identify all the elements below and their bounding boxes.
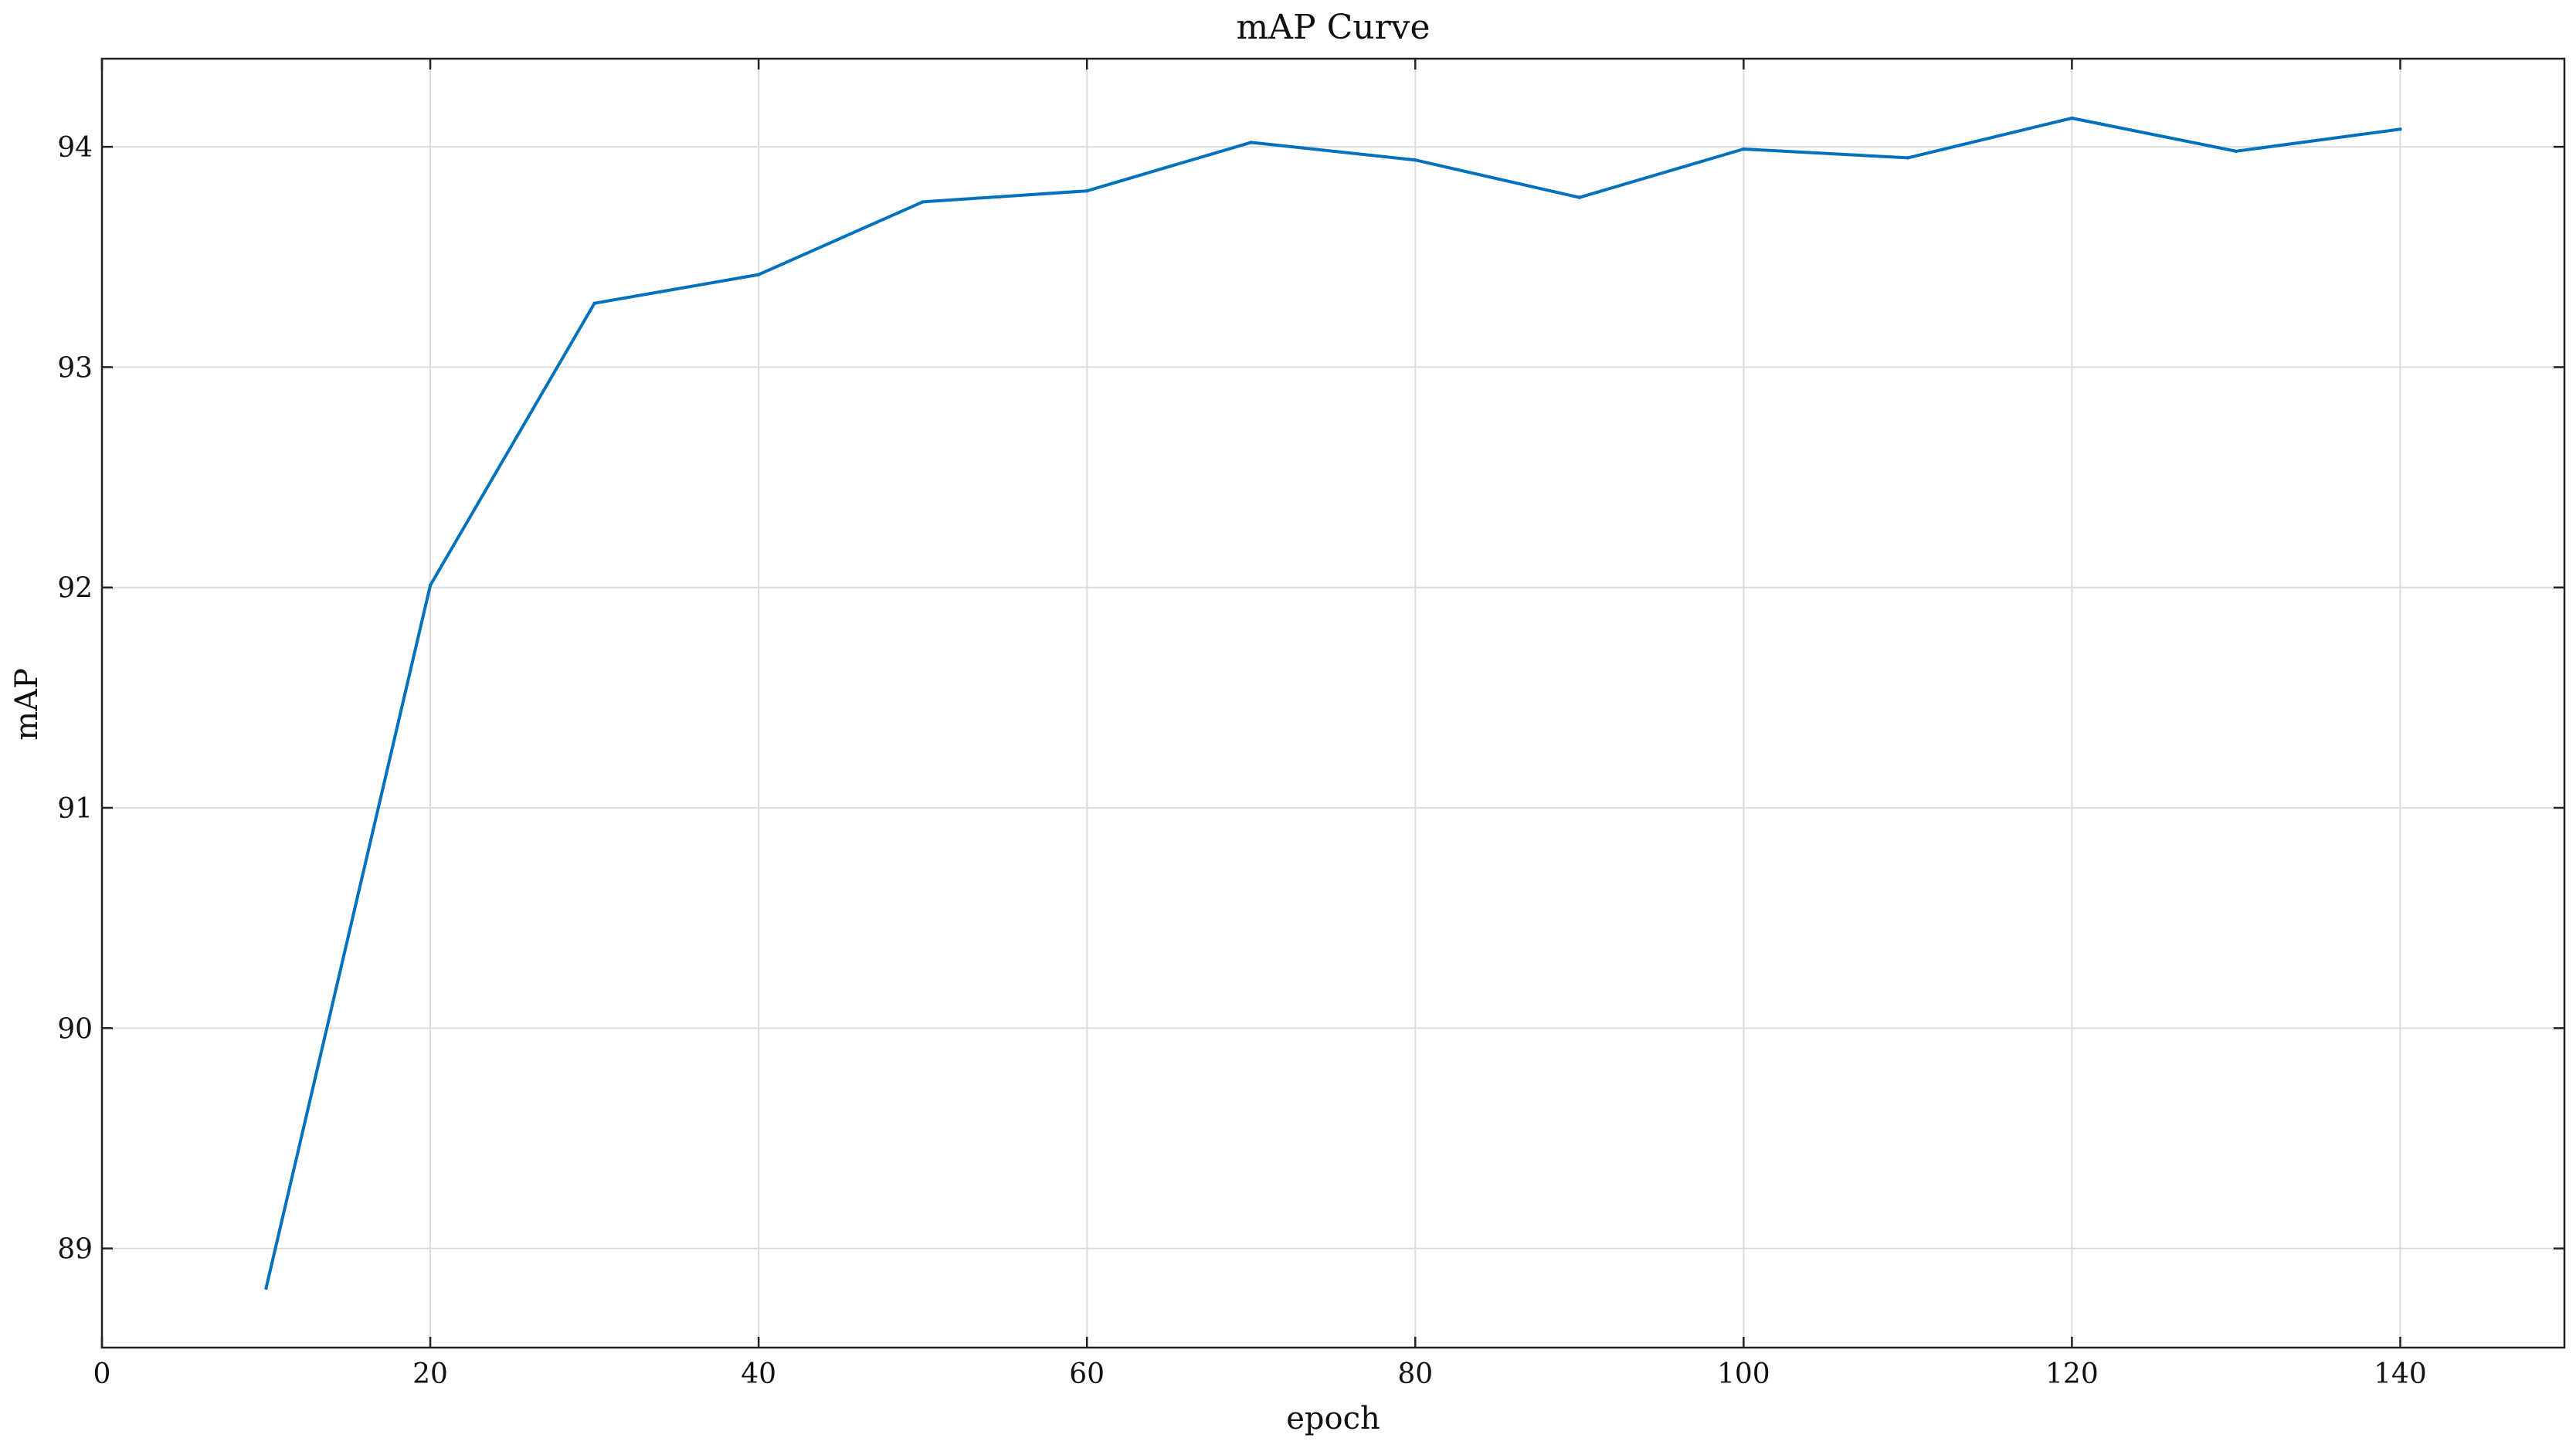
data-point xyxy=(428,583,433,588)
data-point xyxy=(1249,141,1253,144)
x-tick-label: 40 xyxy=(741,1358,776,1390)
data-point xyxy=(592,301,596,305)
x-tick-label: 100 xyxy=(1717,1358,1770,1390)
data-point xyxy=(1906,156,1910,160)
plot-frame xyxy=(100,57,2566,1349)
data-point xyxy=(921,200,925,204)
x-tick-label: 20 xyxy=(412,1358,448,1390)
y-tick-label: 90 xyxy=(57,1013,93,1045)
x-tick-label: 80 xyxy=(1397,1358,1433,1390)
y-tick-label: 94 xyxy=(57,132,93,164)
data-point xyxy=(264,1286,268,1290)
data-point xyxy=(1577,195,1582,199)
data-point xyxy=(2070,116,2074,120)
grid-layer xyxy=(102,59,2564,1348)
data-point xyxy=(1085,188,1089,193)
data-point xyxy=(2398,127,2402,131)
data-point xyxy=(1414,158,1417,162)
chart-title: mAP Curve xyxy=(1236,8,1430,47)
y-axis-label: mAP xyxy=(9,668,45,741)
data-point xyxy=(756,273,761,276)
x-tick-label: 0 xyxy=(93,1358,111,1390)
y-tick-label: 93 xyxy=(57,352,93,384)
tick-layer: 0 20 40 60 80 100 120 140 89 90 91 92 93 94 xyxy=(57,59,2564,1390)
y-tick-label: 91 xyxy=(57,793,93,825)
series-line xyxy=(264,117,2402,1290)
data-point xyxy=(1742,147,1746,151)
y-tick-label: 92 xyxy=(57,573,93,605)
series-layer xyxy=(264,116,2402,1290)
y-tick-label: 89 xyxy=(57,1234,93,1266)
x-axis-label: epoch xyxy=(1286,1401,1380,1436)
x-tick-label: 120 xyxy=(2045,1358,2099,1390)
x-tick-label: 140 xyxy=(2374,1358,2427,1390)
x-tick-label: 60 xyxy=(1069,1358,1105,1390)
data-point xyxy=(2234,149,2238,154)
